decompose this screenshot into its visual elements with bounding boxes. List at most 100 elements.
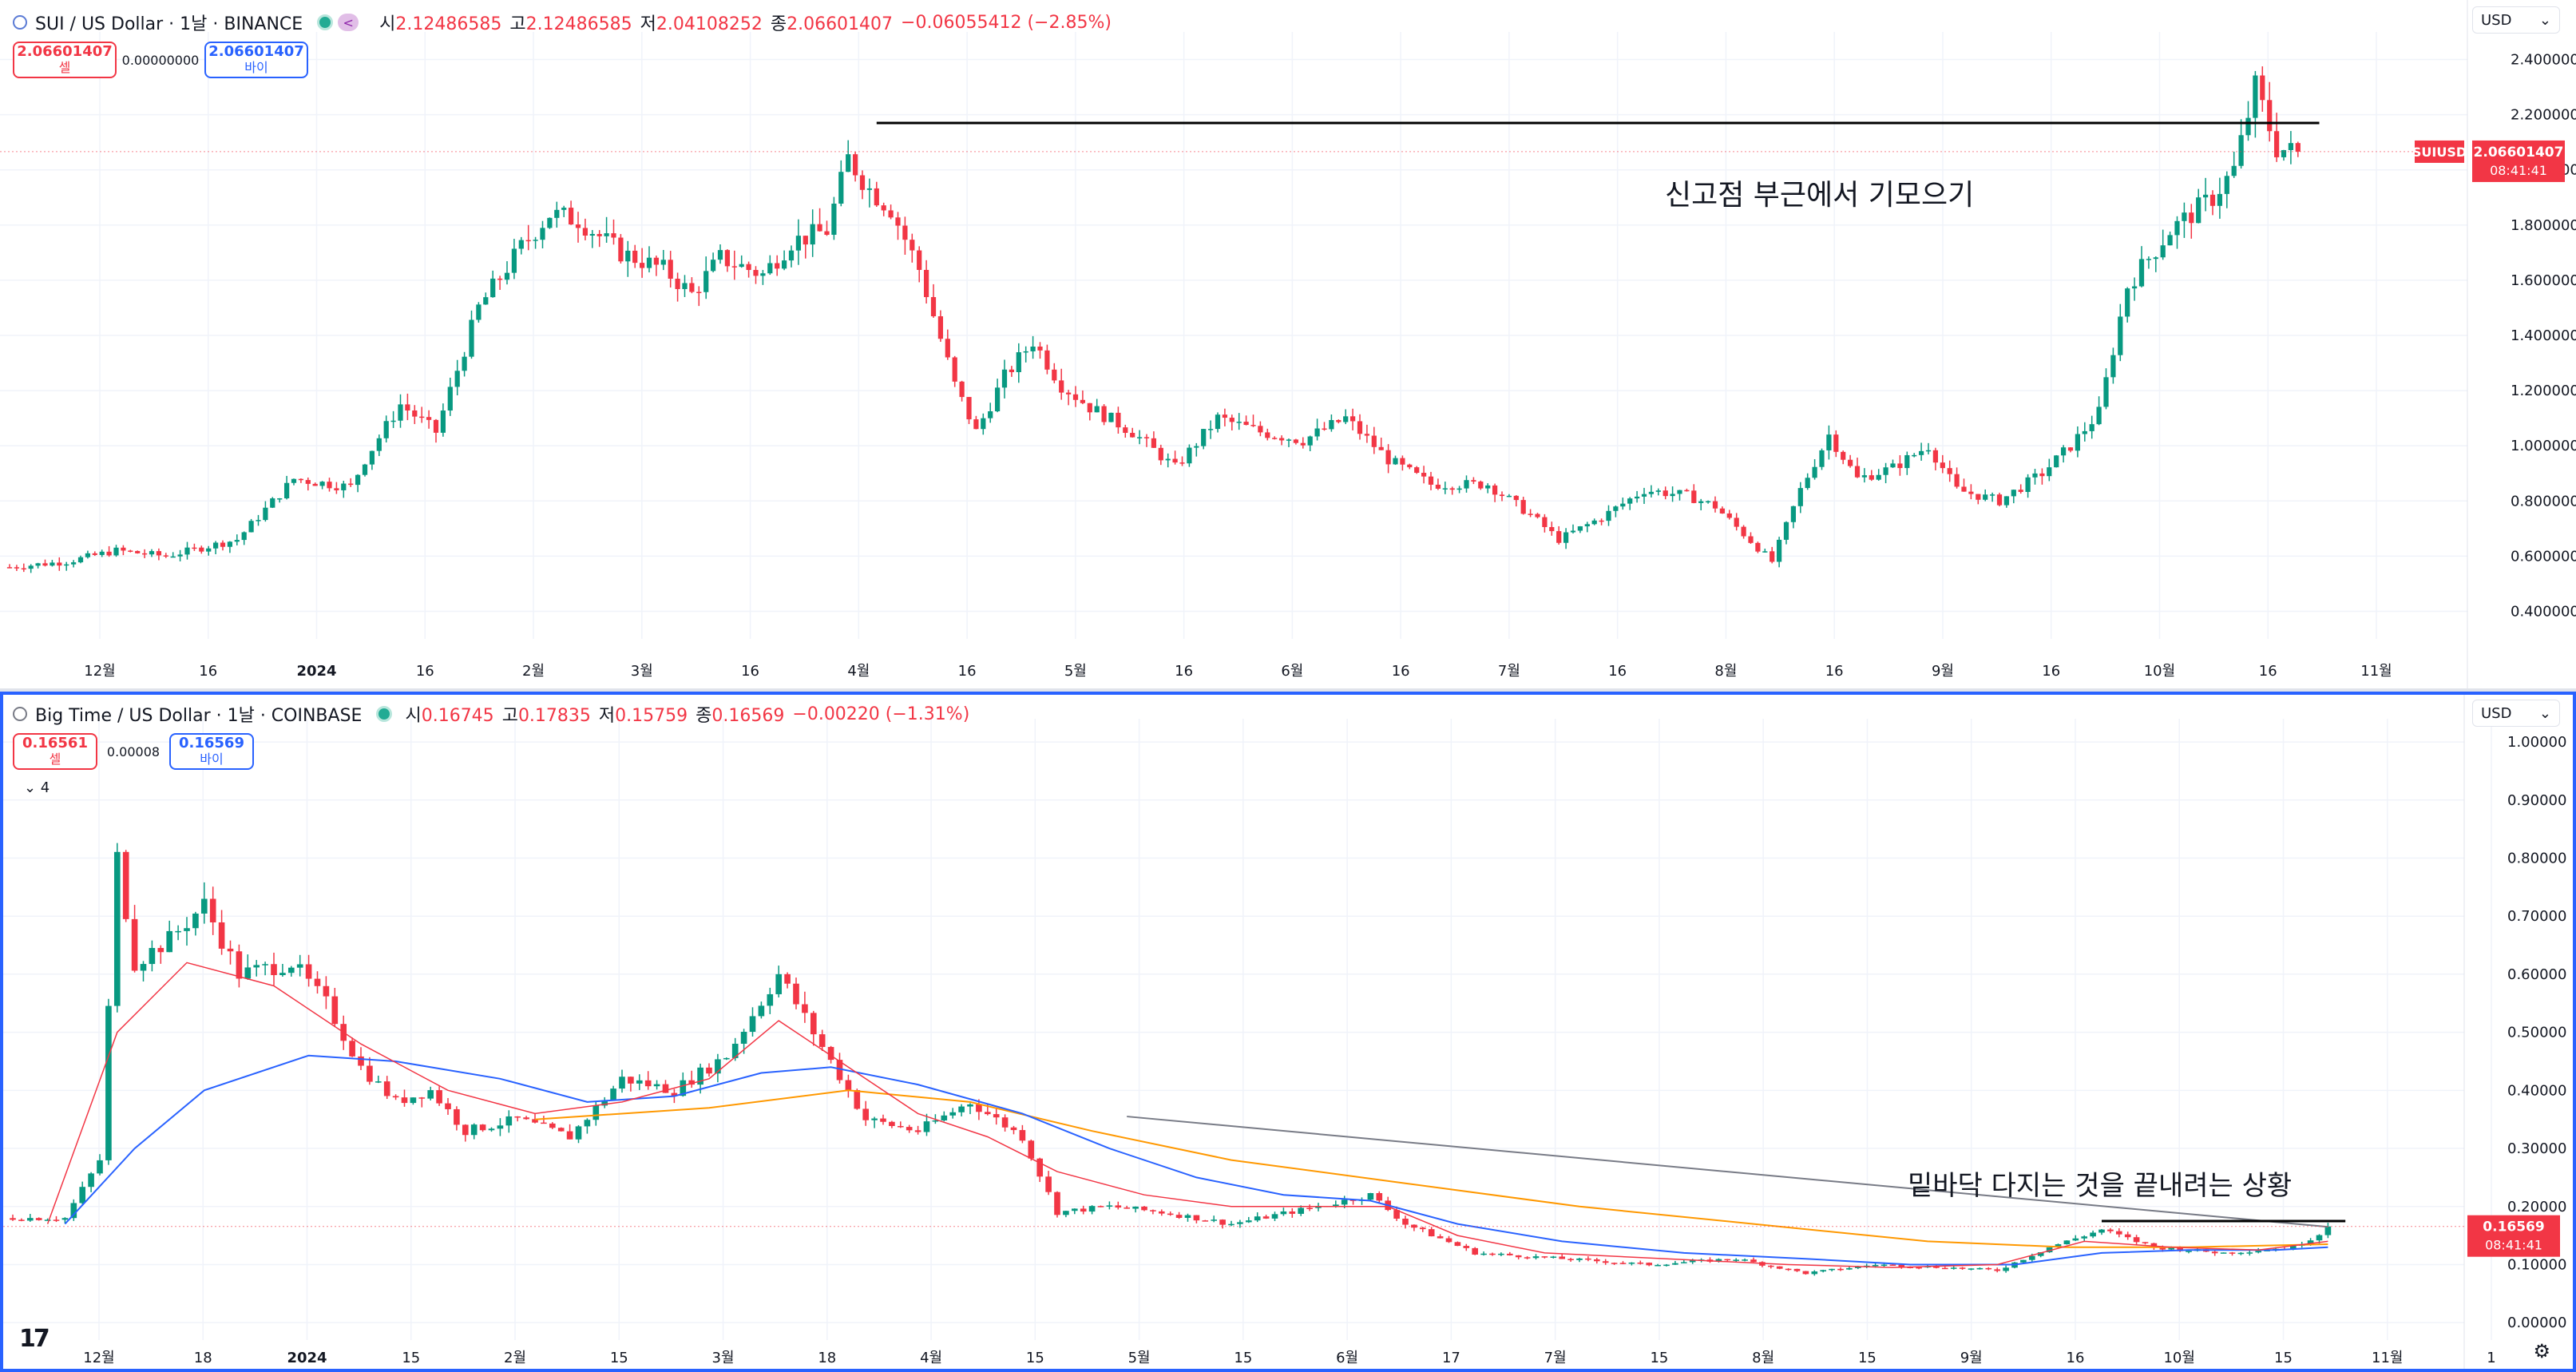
sui-candle (298, 478, 304, 481)
sui-candle (1627, 498, 1633, 504)
sui-candle (1307, 436, 1313, 446)
sui-candle (248, 521, 254, 533)
sui-candle (1805, 478, 1810, 489)
bigtime-candle (2316, 1235, 2323, 1241)
share-icon[interactable]: < (338, 14, 359, 31)
bigtime-candle (1245, 1220, 1252, 1223)
bigtime-candle (331, 996, 339, 1025)
sui-buy-button[interactable]: 2.06601407 바이 (204, 42, 308, 78)
bigtime-x-tick-label: 17 (1442, 1350, 1460, 1366)
sui-candle (1570, 530, 1576, 533)
sui-candle (1776, 539, 1782, 562)
indicator-toggle[interactable]: ⌄ 4 (24, 779, 50, 796)
sui-candle (1513, 495, 1519, 501)
bigtime-title[interactable]: Big Time / US Dollar · 1날 · COINBASE (35, 706, 363, 726)
bigtime-candle (44, 1219, 51, 1221)
bigtime-candle (200, 898, 208, 914)
sui-candle (1065, 392, 1072, 395)
bigtime-candle (1811, 1271, 1818, 1275)
sui-chart-svg[interactable]: 0.40000000 0.60000000 0.80000000 1.00000000… (0, 0, 2576, 688)
bigtime-x-tick-label: 18 (818, 1350, 836, 1366)
bigtime-candle (1715, 1259, 1722, 1262)
bigtime-x-tick-label: 9월 (1960, 1350, 1983, 1366)
bigtime-chart-pane[interactable]: 0.00000 0.10000 0.20000 0.30000 0.40000 0.500… (0, 692, 2576, 1372)
sui-candle (731, 266, 737, 268)
bigtime-x-tick-label: 15 (1858, 1350, 1877, 1366)
bigtime-candle (1088, 1206, 1096, 1212)
sui-candle (2273, 131, 2280, 157)
sui-candle (824, 231, 830, 235)
sui-candle (1393, 458, 1398, 465)
bigtime-buy-price: 0.16569 (179, 735, 244, 751)
sui-candle (2295, 143, 2301, 152)
bigtime-candle (862, 1108, 870, 1120)
bigtime-candle (1646, 1263, 1653, 1266)
bigtime-candle (1559, 1256, 1566, 1259)
gear-icon[interactable]: ⚙ (2533, 1340, 2550, 1362)
bigtime-sell-button[interactable]: 0.16561 셀 (13, 733, 97, 770)
sui-candle (319, 482, 325, 486)
bigtime-candle (418, 1097, 426, 1099)
bigtime-candle (1184, 1215, 1191, 1218)
pane-divider[interactable] (0, 688, 2576, 692)
sui-candle (1556, 531, 1562, 543)
sui-candle (2039, 473, 2045, 477)
sui-candle (547, 217, 553, 228)
sui-candle (1613, 506, 1619, 511)
tradingview-logo[interactable]: 17 (19, 1325, 50, 1353)
sui-change: −0.06055412 (−2.85%) (901, 12, 1112, 33)
sui-candle (533, 240, 538, 241)
bigtime-currency-select[interactable]: USD ⌄ (2472, 700, 2560, 727)
sui-candle (846, 154, 851, 172)
sui-buy-label: 바이 (244, 60, 268, 75)
sui-candle (2103, 377, 2109, 407)
bigtime-candle (1541, 1256, 1548, 1258)
sui-candle (2082, 430, 2087, 434)
bigtime-candle (2037, 1252, 2044, 1256)
sui-title[interactable]: SUI / US Dollar · 1날 · BINANCE (35, 14, 303, 34)
sui-candle (2217, 193, 2223, 206)
bigtime-candle (392, 1096, 399, 1098)
sui-candle (1528, 514, 1533, 515)
sui-symbol-tag (2415, 140, 2464, 163)
bigtime-candle (367, 1065, 373, 1082)
sui-candle (1265, 432, 1270, 438)
bigtime-candle (1916, 1267, 1922, 1269)
sui-candle (1883, 467, 1888, 475)
bigtime-candle (1489, 1253, 1496, 1255)
sui-chart-pane[interactable]: 0.40000000 0.60000000 0.80000000 1.00000000… (0, 0, 2576, 692)
sui-candle (2182, 212, 2187, 221)
bigtime-ohlc-key: 고 (501, 706, 518, 726)
sui-candle (85, 553, 91, 557)
sui-candle (1577, 526, 1583, 531)
sui-candle (440, 410, 446, 433)
market-open-dot-icon (317, 14, 334, 30)
sui-candle (77, 557, 84, 563)
sui-candle (141, 553, 148, 555)
sui-candle (2011, 490, 2016, 497)
sui-candle (1847, 459, 1853, 466)
sui-candle (1584, 524, 1590, 527)
sui-spread: 0.00000000 (121, 52, 200, 68)
sui-y-tick-label: 2.20000000 (2511, 107, 2576, 124)
sui-candle (2018, 490, 2023, 492)
bigtime-chart-svg[interactable]: 0.00000 0.10000 0.20000 0.30000 0.40000 0.500… (3, 695, 2573, 1369)
sui-candle (568, 208, 574, 225)
bigtime-candle (2168, 1247, 2175, 1250)
sui-candle (163, 555, 168, 557)
sui-candle (1030, 346, 1036, 351)
sui-candle (1130, 433, 1135, 438)
bigtime-candle (26, 1218, 34, 1221)
bigtime-candle (584, 1120, 591, 1127)
bigtime-candle (1472, 1247, 1479, 1255)
sui-candle (981, 418, 986, 430)
sui-candle (1222, 414, 1228, 418)
sui-candle (625, 250, 631, 262)
sui-sell-button[interactable]: 2.06601407 셀 (13, 42, 117, 78)
sui-buy-price: 2.06601407 (208, 43, 304, 60)
bigtime-buy-button[interactable]: 0.16569 바이 (169, 733, 254, 770)
sui-candle (888, 210, 894, 218)
sui-candle (2196, 197, 2201, 224)
sui-candle (1876, 474, 1881, 480)
sui-currency-select[interactable]: USD ⌄ (2472, 6, 2560, 34)
